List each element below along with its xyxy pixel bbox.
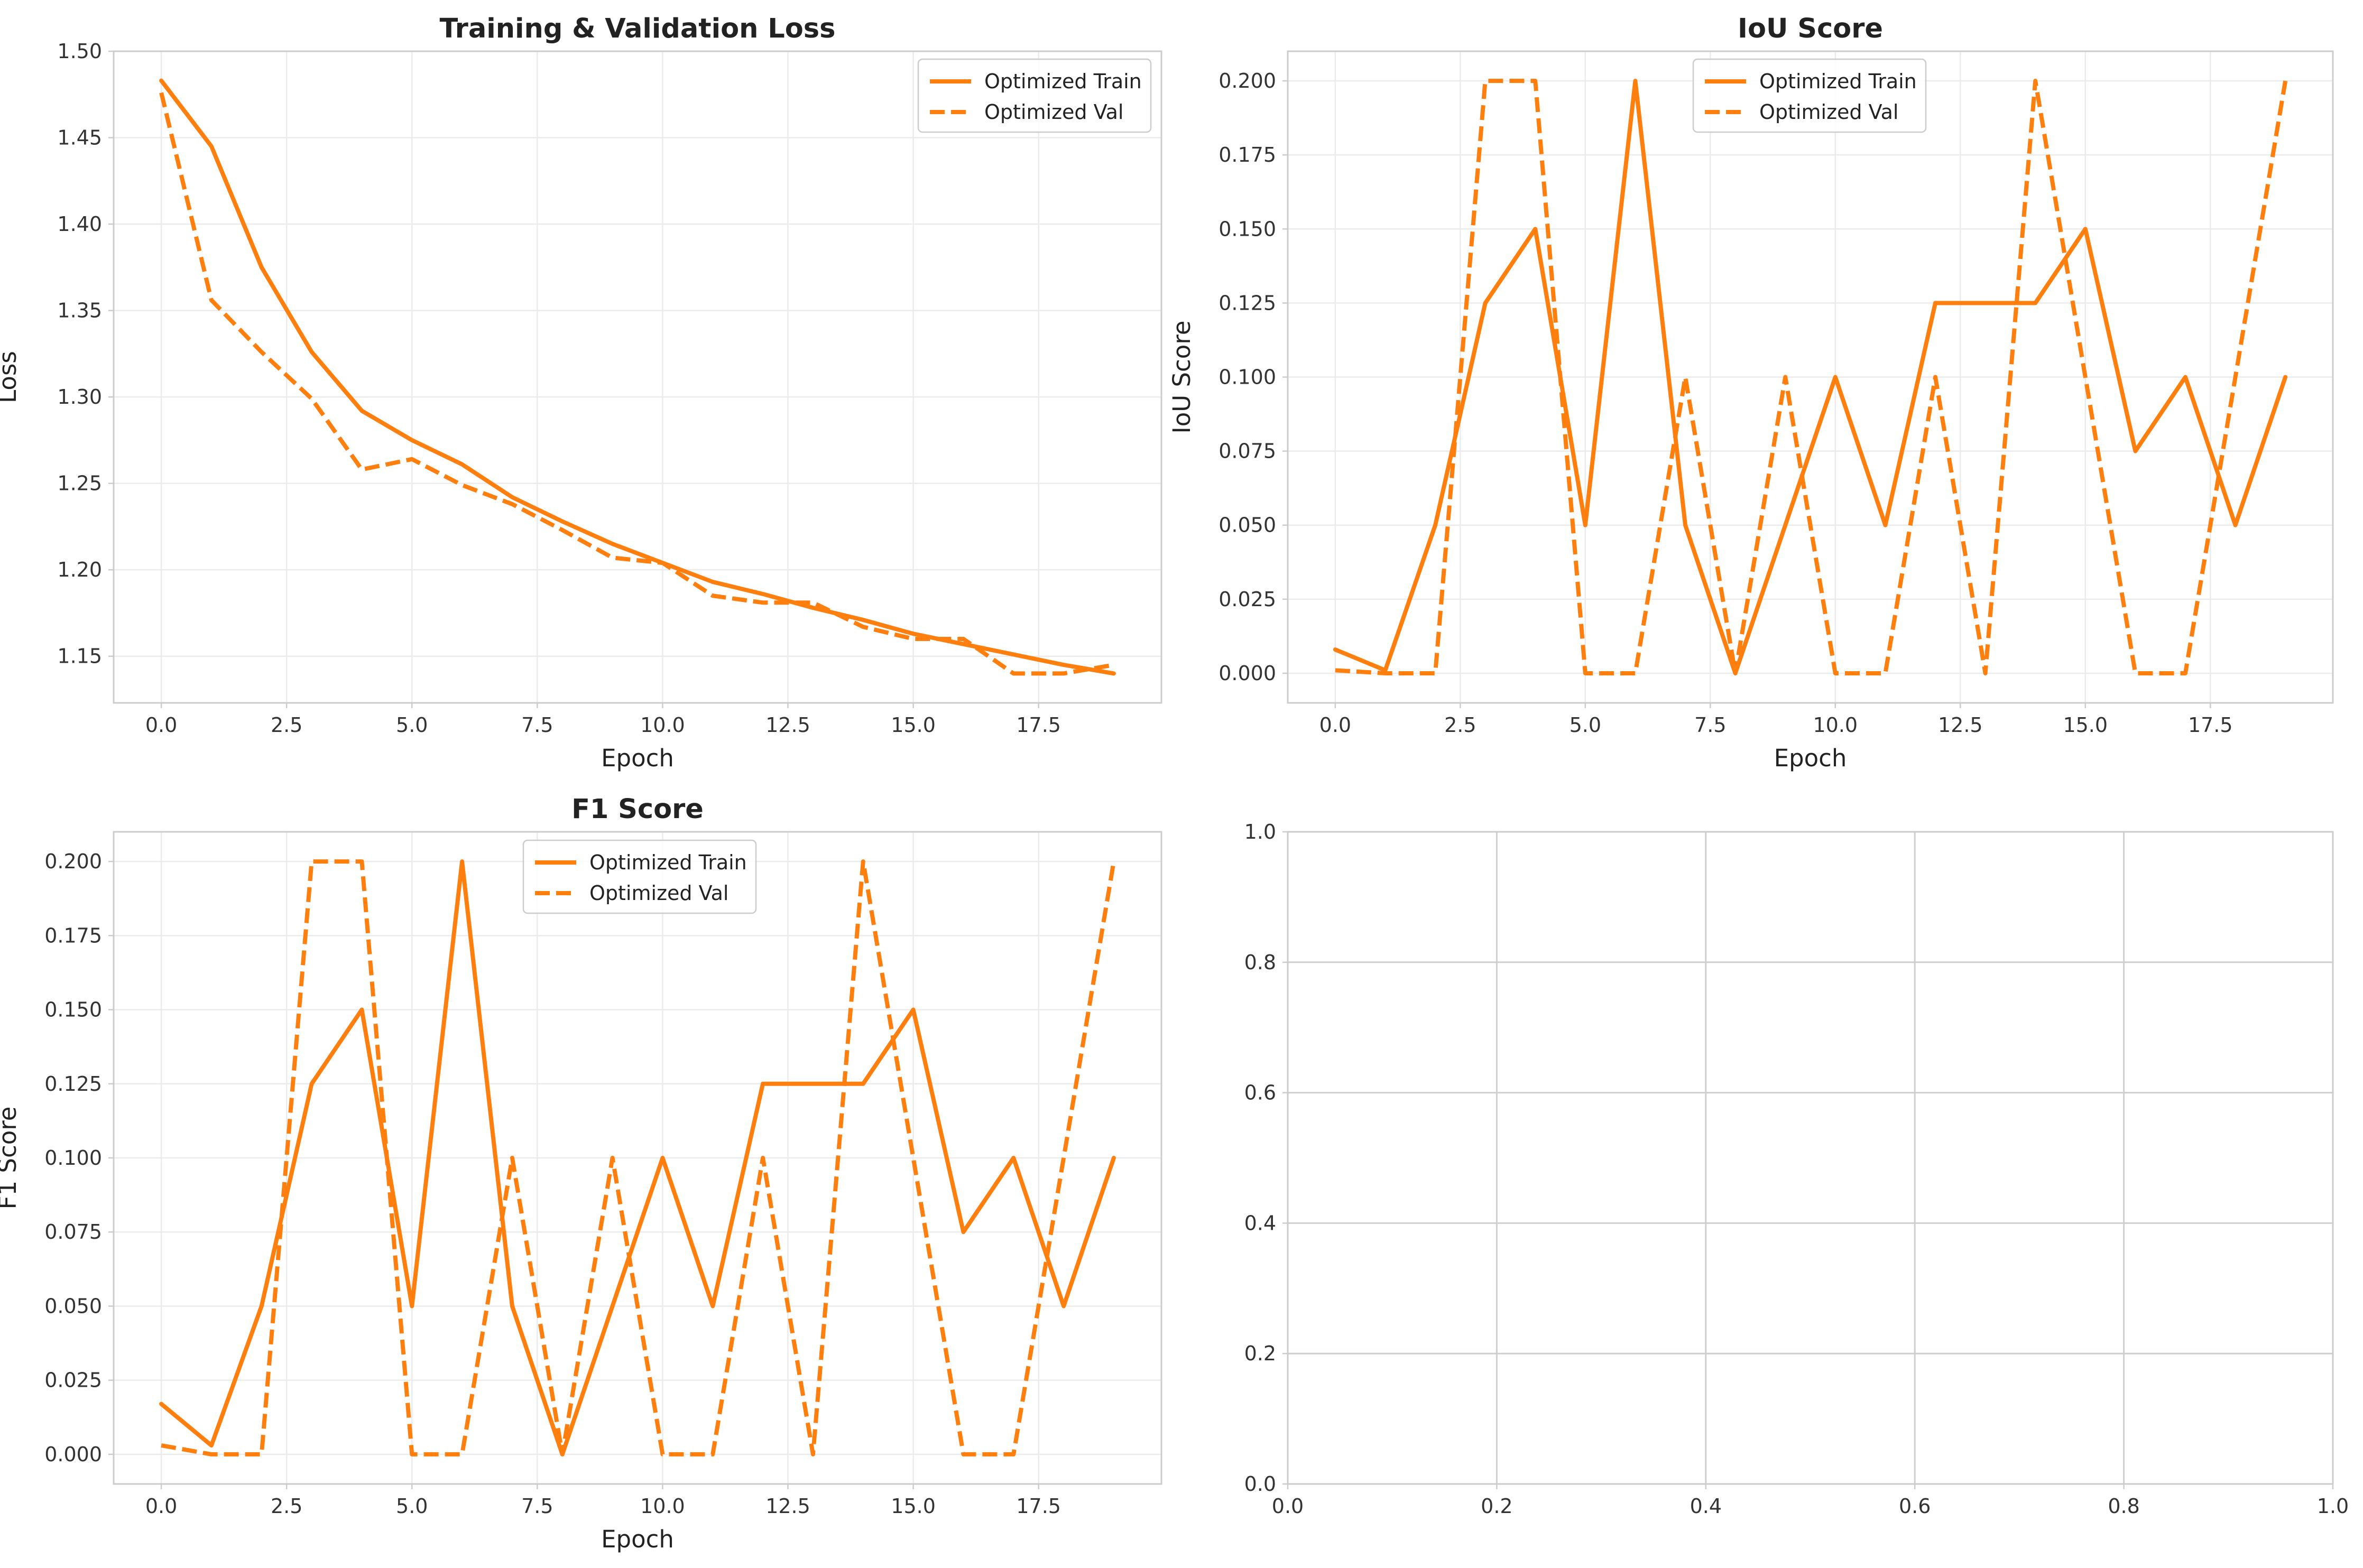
y-tick-label: 1.35	[57, 299, 102, 322]
series-line-optimized-train	[159, 859, 1116, 1456]
y-tick-label: 0.150	[44, 998, 102, 1022]
series-line-optimized-val	[159, 92, 1114, 676]
x-tick-label: 5.0	[1570, 713, 1601, 737]
series-line-optimized-train	[1333, 79, 2288, 675]
x-tick-label: 0.6	[1899, 1495, 1931, 1518]
y-tick-label: 0.0	[1244, 1472, 1276, 1496]
y-tick-label: 0.100	[1219, 366, 1276, 389]
y-tick-label: 0.075	[1219, 440, 1276, 463]
x-tick-label: 2.5	[271, 1495, 302, 1518]
y-tick-label: 0.200	[1219, 69, 1276, 92]
chart-title: IoU Score	[1738, 13, 1883, 44]
x-tick-label: 0.0	[145, 1495, 177, 1518]
x-tick-label: 12.5	[1938, 713, 1983, 737]
y-tick-label: 0.125	[1219, 291, 1276, 314]
y-tick-label: 0.4	[1244, 1211, 1276, 1235]
x-tick-label: 10.0	[640, 1495, 685, 1518]
chart-title: Training & Validation Loss	[439, 13, 835, 44]
series-line-optimized-val	[1335, 79, 2288, 675]
y-tick-label: 0.050	[44, 1294, 102, 1318]
legend: Optimized Train Optimized Val	[917, 58, 1152, 133]
y-axis-label: Loss	[0, 351, 22, 403]
x-tick-label: 0.0	[145, 713, 177, 737]
x-tick-label: 15.0	[891, 713, 936, 737]
x-tick-label: 17.5	[1016, 713, 1061, 737]
y-axis-label: F1 Score	[0, 1107, 22, 1210]
x-tick-label: 0.4	[1690, 1495, 1722, 1518]
subplot-4: 0.0 0.2 0.4 0.6 0.8 1.0 0.0 0.2 0.4 0.6 0.8 1.0	[1244, 820, 2349, 1518]
y-axis-label: IoU Score	[1168, 320, 1196, 433]
x-tick-label: 17.5	[2188, 713, 2233, 737]
y-tick-label: 0.100	[44, 1146, 102, 1170]
y-tick-label: 0.150	[1219, 217, 1276, 240]
y-tick-label: 0.000	[1219, 662, 1276, 685]
legend: Optimized Train Optimized Val	[1692, 58, 1927, 133]
x-axis-label: Epoch	[601, 1525, 674, 1553]
y-tick-label: 1.40	[57, 212, 102, 236]
x-tick-label: 5.0	[396, 1495, 428, 1518]
x-tick-label: 10.0	[1813, 713, 1858, 737]
legend-box	[1692, 58, 1927, 133]
x-tick-label: 10.0	[640, 713, 685, 737]
subplot-1: 0.0 2.5 5.0 7.5 10.0 12.5 15.0 17.5 1.15 1.20 1.25…	[0, 13, 1162, 772]
y-tick-label: 1.30	[57, 385, 102, 409]
legend-label: Optimized Train	[1759, 70, 1917, 93]
series-line-optimized-val	[161, 859, 1116, 1456]
y-tick-label: 0.175	[1219, 143, 1276, 166]
x-tick-label: 7.5	[521, 713, 553, 737]
y-tick-label: 1.20	[57, 558, 102, 581]
x-tick-label: 12.5	[765, 1495, 810, 1518]
x-tick-label: 15.0	[891, 1495, 936, 1518]
x-tick-label: 0.8	[2108, 1495, 2139, 1518]
y-tick-label: 1.45	[57, 126, 102, 150]
y-tick-label: 0.175	[44, 924, 102, 947]
x-tick-label: 7.5	[521, 1495, 553, 1518]
series-line-optimized-train	[159, 78, 1116, 676]
x-tick-label: 2.5	[1444, 713, 1476, 737]
x-axis-label: Epoch	[601, 744, 674, 772]
legend-box	[522, 839, 757, 914]
y-tick-label: 0.125	[44, 1072, 102, 1096]
y-tick-label: 1.15	[57, 645, 102, 668]
legend: Optimized Train Optimized Val	[522, 839, 757, 914]
x-tick-label: 15.0	[2063, 713, 2108, 737]
y-tick-label: 1.25	[57, 472, 102, 495]
x-tick-label: 5.0	[396, 713, 428, 737]
x-tick-label: 0.0	[1272, 1495, 1304, 1518]
chart-title: F1 Score	[571, 794, 704, 825]
legend-label: Optimized Train	[984, 70, 1142, 93]
y-tick-label: 1.50	[57, 40, 102, 63]
x-tick-label: 0.2	[1481, 1495, 1512, 1518]
y-tick-label: 0.000	[44, 1443, 102, 1466]
x-axis-label: Epoch	[1774, 744, 1847, 772]
x-tick-label: 2.5	[271, 713, 302, 737]
legend-label: Optimized Train	[589, 851, 747, 874]
y-tick-label: 0.025	[44, 1369, 102, 1392]
legend-label: Optimized Val	[1759, 100, 1898, 124]
y-tick-label: 0.050	[1219, 514, 1276, 537]
y-tick-label: 0.200	[44, 850, 102, 873]
y-tick-label: 0.2	[1244, 1342, 1276, 1365]
x-tick-label: 0.0	[1319, 713, 1351, 737]
legend-label: Optimized Val	[984, 100, 1123, 124]
axes-frame	[113, 50, 1162, 704]
x-tick-label: 7.5	[1694, 713, 1726, 737]
y-tick-label: 0.025	[1219, 588, 1276, 611]
legend-box	[917, 58, 1152, 133]
y-tick-label: 1.0	[1244, 820, 1276, 843]
y-tick-label: 0.8	[1244, 951, 1276, 974]
x-tick-label: 12.5	[765, 713, 810, 737]
y-tick-label: 0.6	[1244, 1081, 1276, 1105]
x-tick-label: 17.5	[1016, 1495, 1061, 1518]
subplot-3: 0.0 2.5 5.0 7.5 10.0 12.5 15.0 17.5 0.000 0.025 0.…	[0, 794, 1162, 1553]
subplot-2: 0.0 2.5 5.0 7.5 10.0 12.5 15.0 17.5 0.000 0.025 0.…	[1168, 13, 2334, 772]
legend-label: Optimized Val	[589, 882, 728, 905]
y-tick-label: 0.075	[44, 1220, 102, 1244]
x-tick-label: 1.0	[2317, 1495, 2349, 1518]
axes-frame	[1287, 831, 2334, 1485]
